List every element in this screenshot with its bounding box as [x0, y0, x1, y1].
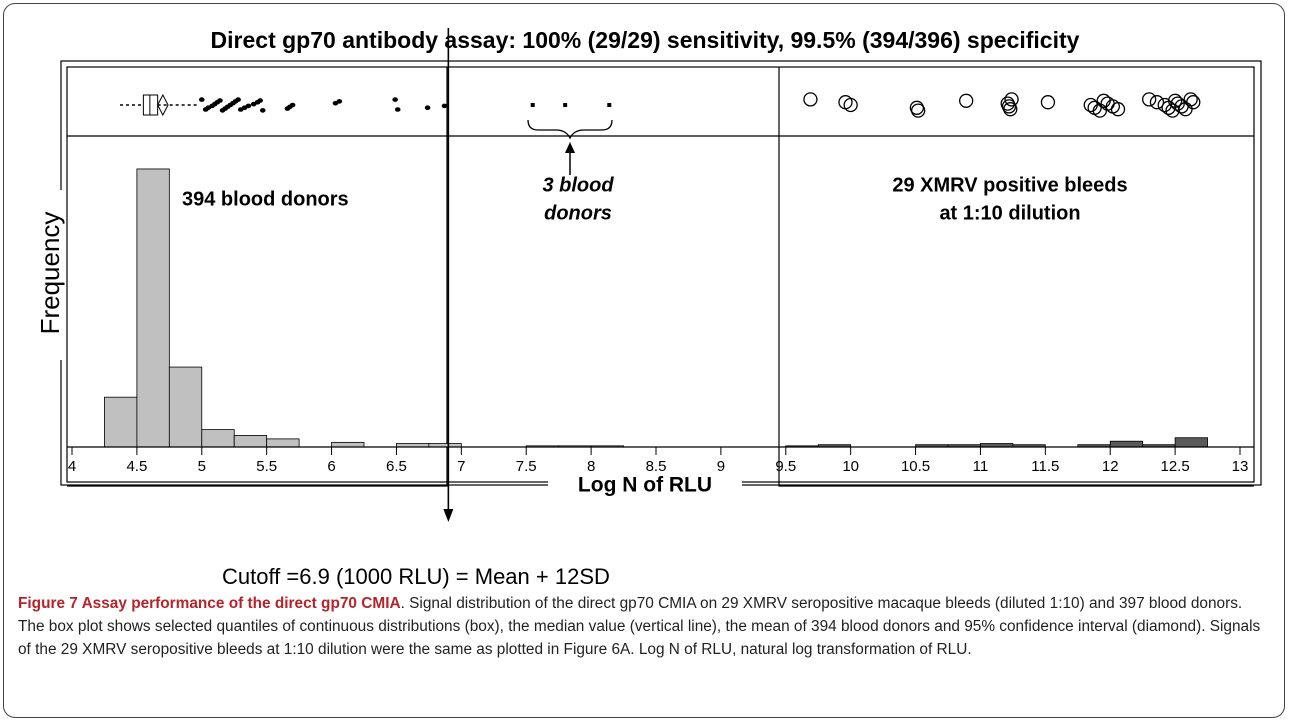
donor-point [217, 98, 223, 103]
xmrv-point [959, 93, 974, 108]
bar [1174, 437, 1208, 448]
donor-point [424, 105, 431, 110]
cutoff-arrow [443, 509, 454, 522]
bar [233, 435, 268, 448]
bar [331, 441, 365, 448]
donor-point [257, 98, 263, 103]
xmrv-box [778, 67, 1254, 487]
bar [104, 396, 138, 448]
x-tick-label: 8.5 [646, 458, 667, 475]
xmrv-point [1110, 102, 1126, 117]
donor-point [259, 108, 266, 113]
annotation: donors [544, 202, 612, 224]
chart-title: Direct gp70 antibody assay: 100% (29/29)… [211, 27, 1080, 53]
xmrv-point [1142, 92, 1157, 107]
x-tick-label: 5.5 [256, 458, 277, 475]
x-axis-label: Log N of RLU [578, 474, 712, 497]
annotation: at 1:10 dilution [939, 202, 1080, 224]
annotation: 394 blood donors [182, 188, 349, 210]
x-tick-label: 8 [587, 458, 595, 475]
donor-point [392, 97, 398, 102]
x-tick-label: 10 [842, 458, 859, 475]
low-point [563, 103, 568, 107]
x-tick-label: 7.5 [516, 458, 537, 475]
x-tick-label: 11 [973, 458, 989, 475]
xmrv-point [843, 97, 858, 113]
xmrv-point [1004, 92, 1019, 107]
caption: Figure 7 Assay performance of the direct… [18, 592, 1268, 661]
ci-diamond [157, 93, 169, 117]
x-tick-label: 9.5 [775, 458, 796, 475]
low-point [530, 103, 535, 107]
donor-point [245, 103, 252, 109]
x-tick-label: 7 [457, 458, 465, 475]
xmrv-point [1183, 92, 1198, 107]
label-gap [548, 473, 742, 499]
x-tick-label: 12.5 [1161, 458, 1190, 475]
donor-box [67, 67, 448, 487]
xmrv-point [1040, 95, 1056, 110]
x-tick-label: 4.5 [126, 458, 147, 475]
bar [266, 438, 300, 448]
y-axis-label: Frequency [35, 212, 65, 335]
bar [1109, 440, 1144, 448]
bar [201, 429, 235, 448]
bar [136, 168, 170, 448]
cutoff-label: Cutoff =6.9 (1000 RLU) = Mean + 12SD [222, 564, 610, 589]
annotation: 29 XMRV positive bleeds [892, 174, 1127, 196]
bar [168, 366, 203, 448]
xmrv-point [911, 103, 926, 118]
arrow-head [565, 142, 575, 153]
donor-point [394, 107, 401, 112]
x-tick-label: 13 [1232, 458, 1249, 475]
xmrv-point [1083, 97, 1098, 113]
figure-frame [3, 3, 1285, 718]
donor-point [441, 103, 448, 109]
x-tick-label: 6.5 [386, 458, 407, 475]
x-tick-label: 4 [68, 458, 76, 475]
low-point [607, 103, 612, 107]
annotation: 3 blood [542, 174, 614, 196]
xmrv-point [1149, 95, 1165, 110]
donor-point [289, 102, 296, 108]
x-tick-label: 6 [327, 458, 335, 475]
xmrv-point [1186, 95, 1201, 110]
x-tick-label: 10.5 [901, 458, 930, 475]
donor-point [235, 97, 241, 102]
x-tick-label: 12 [1102, 458, 1119, 475]
plot-frame [66, 66, 1255, 483]
x-tick-label: 11.5 [1031, 458, 1059, 475]
label-gap [36, 190, 66, 360]
donor-point [336, 99, 343, 104]
brace [527, 119, 613, 140]
xmrv-point [1003, 102, 1018, 117]
caption-label: Figure 7 Assay performance of the direct… [18, 595, 401, 612]
xmrv-point [803, 92, 818, 107]
chart: Direct gp70 antibody assay: 100% (29/29)… [35, 27, 1262, 589]
outer-frame [60, 60, 1262, 486]
box [142, 94, 159, 116]
caption-text: . Signal distribution of the direct gp70… [18, 595, 1261, 658]
x-tick-label: 9 [717, 458, 725, 475]
donor-point [198, 97, 205, 102]
x-tick-label: 5 [198, 458, 206, 475]
xmrv-point [1170, 96, 1185, 111]
